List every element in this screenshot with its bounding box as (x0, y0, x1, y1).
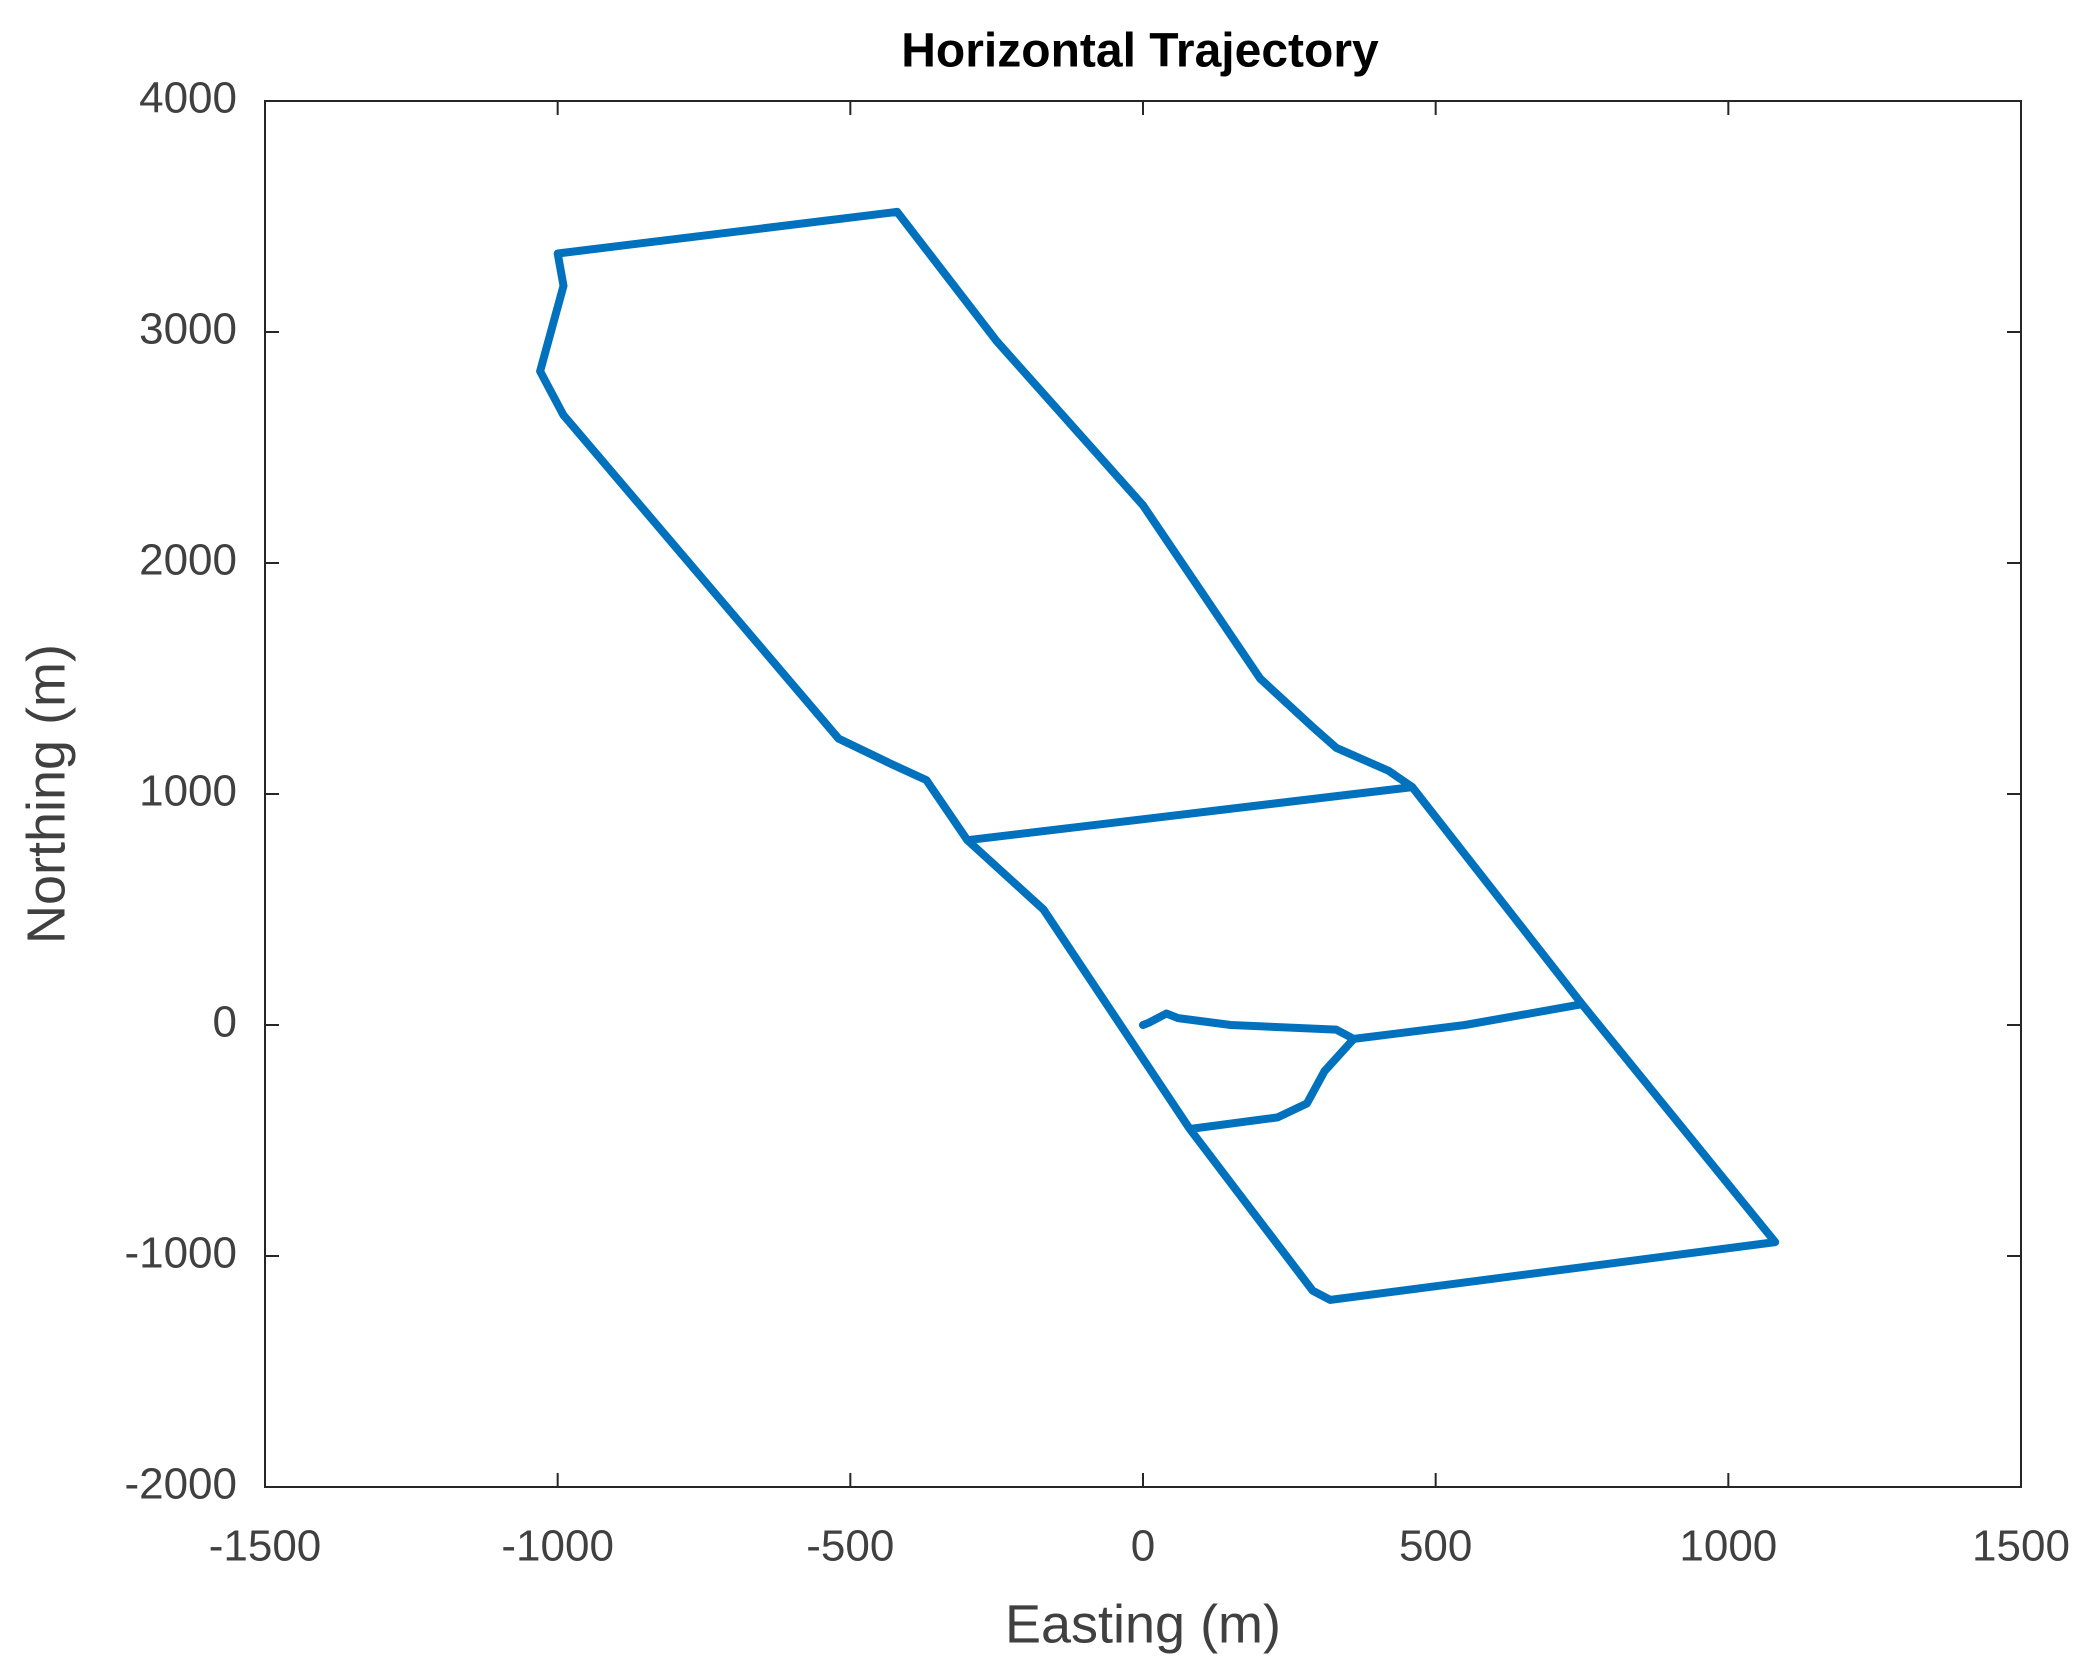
x-tick-label: 0 (1131, 1522, 1155, 1571)
x-tick-label: 500 (1399, 1522, 1472, 1571)
y-axis-label: Northing (m) (16, 644, 76, 944)
x-tick-label: -1000 (501, 1522, 614, 1571)
y-tick-label: 4000 (139, 74, 237, 123)
y-tick-label: -1000 (124, 1229, 237, 1278)
chart-title: Horizontal Trajectory (901, 25, 1379, 78)
y-tick-label: -2000 (124, 1460, 237, 1509)
y-tick-label: 0 (213, 998, 237, 1047)
trajectory-line (536, 207, 1780, 1304)
y-tick-label: 3000 (139, 305, 237, 354)
x-tick-label: 1000 (1679, 1522, 1777, 1571)
x-tick-label: -1500 (209, 1522, 322, 1571)
y-tick-label: 2000 (139, 536, 237, 585)
x-axis-label: Easting (m) (1005, 1594, 1281, 1654)
y-tick-label: 1000 (139, 767, 237, 816)
x-tick-label: 1500 (1972, 1522, 2070, 1571)
x-tick-label: -500 (806, 1522, 894, 1571)
